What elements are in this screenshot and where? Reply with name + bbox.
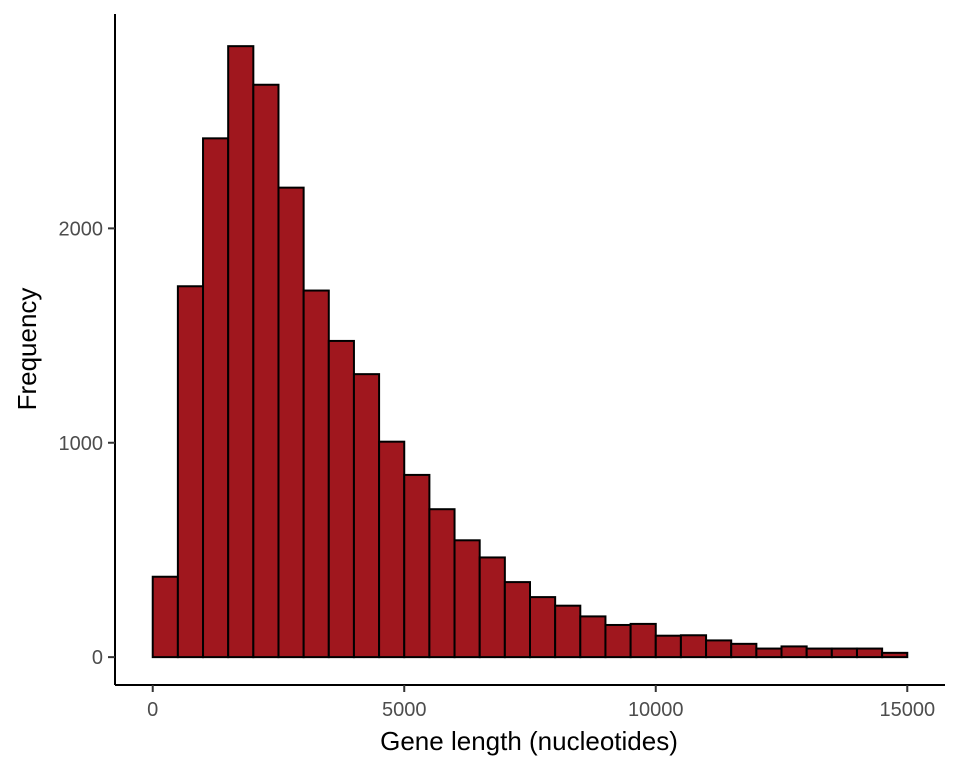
histogram-bar <box>730 642 758 659</box>
histogram-bar <box>830 647 858 659</box>
y-tick-label: 2000 <box>59 218 104 240</box>
histogram-bar <box>202 137 230 659</box>
histogram-bar <box>805 647 833 659</box>
histogram-bar <box>554 604 582 659</box>
histogram-bar <box>327 339 355 659</box>
x-tick-label: 15000 <box>879 699 935 721</box>
histogram-bar <box>453 539 481 659</box>
y-axis-title: Frequency <box>12 288 42 411</box>
histogram-bar <box>277 186 305 659</box>
histogram-bar <box>529 596 557 659</box>
y-tick-label: 1000 <box>59 433 104 455</box>
histogram-bar <box>679 634 708 659</box>
x-tick-label: 5000 <box>382 699 427 721</box>
histogram-bar <box>780 645 808 659</box>
x-tick-label: 0 <box>147 699 158 721</box>
x-ticks-layer: 0 5000 10000 15000 <box>147 685 935 721</box>
y-tick-label: 0 <box>92 647 103 669</box>
histogram-bar <box>604 623 632 659</box>
histogram-bar <box>352 373 381 659</box>
x-axis-title: Gene length (nucleotides) <box>380 726 678 756</box>
histogram-bar <box>478 556 506 659</box>
histogram-bar <box>855 647 884 659</box>
histogram-bar <box>176 285 205 659</box>
x-tick-label: 10000 <box>628 699 684 721</box>
histogram-bar <box>378 440 406 659</box>
histogram-bar <box>302 289 330 659</box>
bars-layer <box>151 45 909 659</box>
histogram-bar <box>654 634 682 659</box>
histogram-bar <box>629 622 657 659</box>
histogram-bar <box>705 639 733 659</box>
histogram-bar <box>755 647 783 659</box>
histogram-bar <box>503 581 531 659</box>
histogram-bar <box>227 45 255 659</box>
histogram-bar <box>428 508 456 659</box>
y-ticks-layer: 0 1000 2000 <box>59 218 115 669</box>
histogram-bar <box>579 615 607 659</box>
histogram-bar <box>252 83 280 659</box>
histogram-bar <box>151 575 179 659</box>
histogram-bar <box>881 651 909 659</box>
histogram-bar <box>403 473 431 659</box>
